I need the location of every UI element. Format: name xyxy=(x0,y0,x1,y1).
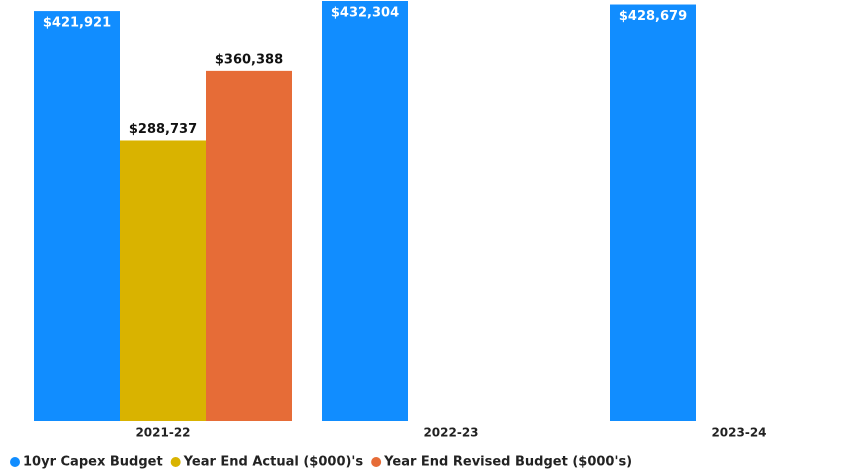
bar xyxy=(322,1,408,421)
x-tick-label: 2022-23 xyxy=(423,426,478,440)
legend-marker xyxy=(170,457,181,467)
legend-label: Year End Revised Budget ($000's) xyxy=(383,455,632,470)
x-tick-label: 2021-22 xyxy=(135,426,190,440)
legend-label: Year End Actual ($000)'s xyxy=(183,455,364,470)
x-tick-label: 2023-24 xyxy=(711,426,766,440)
data-label: $432,304 xyxy=(331,6,399,21)
legend-marker xyxy=(371,457,382,467)
data-label: $421,921 xyxy=(43,16,111,31)
bar xyxy=(206,70,292,421)
data-label: $428,679 xyxy=(619,9,687,24)
bar xyxy=(34,11,120,421)
legend-marker xyxy=(10,457,20,467)
legend-label: 10yr Capex Budget xyxy=(23,455,163,470)
data-label: $288,737 xyxy=(129,122,197,137)
data-label: $360,388 xyxy=(215,52,283,67)
bar xyxy=(120,140,206,421)
bar xyxy=(610,4,696,422)
